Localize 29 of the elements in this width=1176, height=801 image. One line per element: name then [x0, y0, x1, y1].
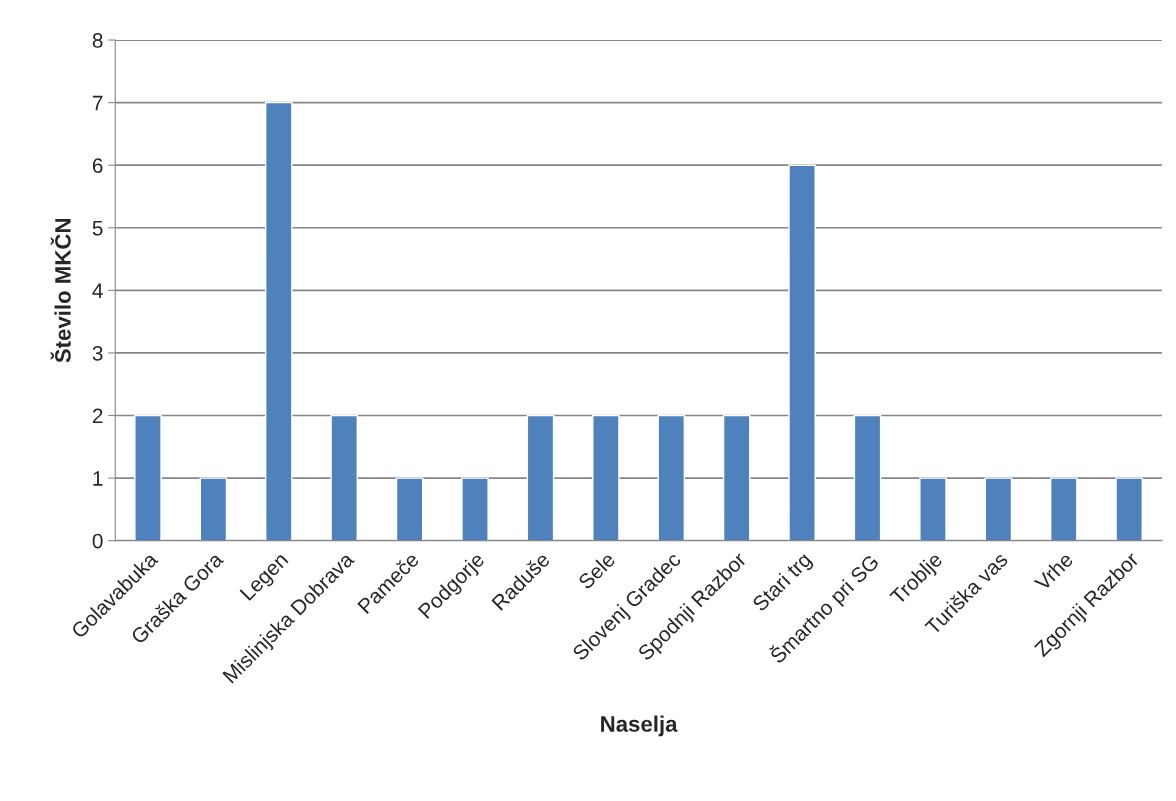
bar [330, 414, 358, 541]
y-tick-label: 4 [92, 283, 103, 298]
x-axis-title: Naselja [601, 715, 678, 737]
bar [657, 414, 686, 541]
bar [788, 164, 816, 541]
y-tick-label: 1 [93, 471, 103, 486]
y-tick-label: 5 [92, 221, 103, 236]
bar [1115, 477, 1143, 541]
bar [395, 477, 424, 541]
y-tick-label: 0 [92, 533, 103, 549]
bar [1049, 477, 1078, 541]
y-tick-label: 2 [92, 408, 103, 424]
bar [984, 477, 1013, 541]
bar [134, 414, 162, 541]
y-tick-label: 3 [92, 345, 103, 361]
bar [461, 477, 489, 541]
bar [722, 414, 751, 541]
y-axis-title: Število MKČN [50, 219, 71, 363]
bar [919, 477, 947, 541]
bar [199, 477, 228, 541]
bar [526, 414, 555, 541]
bar [265, 101, 293, 541]
y-tick-label: 7 [92, 95, 103, 111]
x-tick-label: Sele [577, 551, 617, 591]
bar [592, 414, 620, 541]
y-tick-label: 6 [92, 158, 103, 173]
y-tick-label: 8 [92, 33, 103, 48]
bar [853, 414, 882, 541]
x-tick-label: Vrhe [1033, 551, 1074, 592]
